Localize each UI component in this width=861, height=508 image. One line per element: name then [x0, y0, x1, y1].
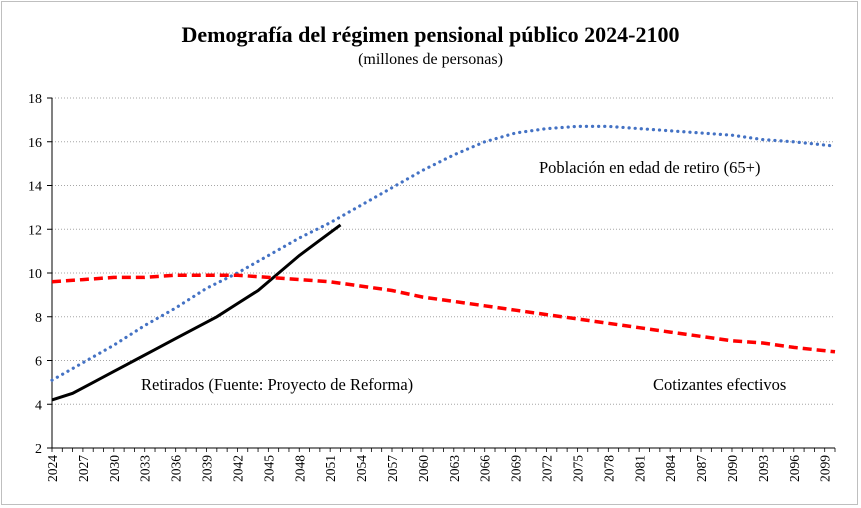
y-tick-label: 10 [28, 267, 42, 282]
gridlines [52, 97, 835, 405]
y-tick-label: 16 [28, 136, 42, 151]
y-tick-label: 4 [35, 398, 42, 413]
x-tick-label: 2039 [200, 455, 215, 482]
x-axis-ticks: 2024 2027 2030 2033 2036 2039 2042 2045 2048 2051… [45, 448, 836, 482]
x-tick-label: 2060 [416, 455, 431, 482]
x-tick-label: 2078 [601, 455, 616, 482]
y-tick-label: 12 [28, 223, 42, 238]
x-tick-label: 2036 [169, 455, 184, 482]
x-tick-label: 2054 [354, 455, 369, 482]
x-tick-label: 2066 [478, 455, 493, 482]
x-tick-label: 2072 [540, 455, 555, 482]
x-tick-label: 2081 [632, 455, 647, 482]
x-tick-label: 2024 [45, 455, 60, 482]
series-line-retirados [51, 223, 342, 402]
chart-subtitle: (millones de personas) [358, 51, 503, 68]
x-tick-label: 2084 [663, 455, 678, 482]
y-tick-label: 14 [28, 180, 42, 195]
x-tick-label: 2033 [138, 455, 153, 482]
x-tick-label: 2099 [818, 455, 833, 482]
y-tick-label: 18 [28, 92, 42, 107]
series-line-cotizantes [51, 273, 836, 354]
x-tick-label: 2045 [261, 455, 276, 482]
x-tick-label: 2057 [385, 455, 400, 482]
series-line-poblacion [50, 124, 837, 382]
x-tick-label: 2069 [509, 455, 524, 482]
x-tick-label: 2087 [694, 455, 709, 482]
x-tick-label: 2051 [323, 455, 338, 482]
y-tick-label: 6 [35, 355, 42, 370]
x-tick-label: 2042 [230, 455, 245, 482]
x-tick-label: 2027 [76, 455, 91, 482]
x-tick-label: 2075 [570, 455, 585, 482]
x-tick-label: 2048 [292, 455, 307, 482]
annotation-cotizantes: Cotizantes efectivos [653, 375, 786, 394]
chart-title: Demografía del régimen pensional público… [181, 22, 680, 47]
x-tick-label: 2090 [725, 455, 740, 482]
x-tick-label: 2096 [787, 455, 802, 482]
x-tick-label: 2030 [107, 455, 122, 482]
axes [51, 98, 835, 449]
y-axis-ticks: 2 4 6 8 10 12 14 16 18 [28, 92, 52, 457]
series-lines [50, 124, 837, 402]
annotation-poblacion: Población en edad de retiro (65+) [539, 158, 760, 177]
x-tick-label: 2063 [447, 455, 462, 482]
y-tick-label: 2 [35, 442, 42, 457]
x-tick-label: 2093 [756, 455, 771, 482]
annotation-retirados: Retirados (Fuente: Proyecto de Reforma) [141, 375, 413, 394]
y-tick-label: 8 [35, 311, 42, 326]
